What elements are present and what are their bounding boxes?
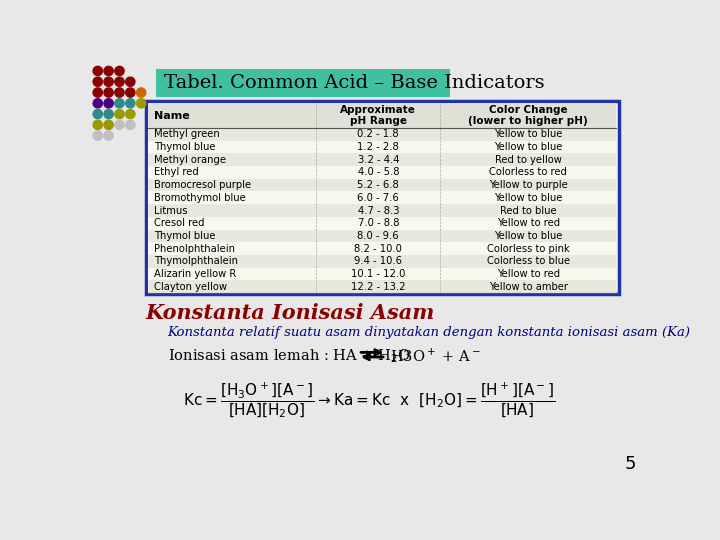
Text: Cresol red: Cresol red bbox=[154, 218, 204, 228]
FancyBboxPatch shape bbox=[148, 255, 616, 268]
Text: Yellow to blue: Yellow to blue bbox=[494, 231, 562, 241]
Text: Litmus: Litmus bbox=[154, 206, 188, 215]
Text: Konstanta Ionisasi Asam: Konstanta Ionisasi Asam bbox=[145, 303, 435, 323]
Circle shape bbox=[104, 88, 113, 97]
Text: 8.0 - 9.6: 8.0 - 9.6 bbox=[358, 231, 399, 241]
Text: Red to yellow: Red to yellow bbox=[495, 154, 562, 165]
Text: 1.2 - 2.8: 1.2 - 2.8 bbox=[357, 142, 399, 152]
FancyBboxPatch shape bbox=[148, 230, 616, 242]
FancyBboxPatch shape bbox=[148, 128, 616, 140]
Circle shape bbox=[104, 99, 113, 108]
Text: Bromothymol blue: Bromothymol blue bbox=[154, 193, 246, 203]
Circle shape bbox=[93, 110, 102, 119]
Text: 6.0 - 7.6: 6.0 - 7.6 bbox=[357, 193, 399, 203]
FancyBboxPatch shape bbox=[145, 101, 618, 294]
Text: Colorless to red: Colorless to red bbox=[490, 167, 567, 178]
Text: Konstanta relatif suatu asam dinyatakan dengan konstanta ionisasi asam (Ka): Konstanta relatif suatu asam dinyatakan … bbox=[168, 326, 690, 339]
Circle shape bbox=[114, 77, 124, 86]
Text: Clayton yellow: Clayton yellow bbox=[154, 282, 228, 292]
Circle shape bbox=[114, 120, 124, 130]
Circle shape bbox=[104, 120, 113, 130]
FancyBboxPatch shape bbox=[156, 70, 451, 97]
Text: Ionisasi asam lemah : HA + H$_2$O: Ionisasi asam lemah : HA + H$_2$O bbox=[168, 348, 410, 366]
Text: Methyl orange: Methyl orange bbox=[154, 154, 226, 165]
Text: Methyl green: Methyl green bbox=[154, 129, 220, 139]
Text: 4.0 - 5.8: 4.0 - 5.8 bbox=[358, 167, 399, 178]
Text: 9.4 - 10.6: 9.4 - 10.6 bbox=[354, 256, 402, 266]
Circle shape bbox=[93, 131, 102, 140]
FancyBboxPatch shape bbox=[148, 192, 616, 204]
Text: Yellow to blue: Yellow to blue bbox=[494, 129, 562, 139]
Text: Phenolphthalein: Phenolphthalein bbox=[154, 244, 235, 254]
FancyBboxPatch shape bbox=[148, 103, 616, 292]
Circle shape bbox=[93, 77, 102, 86]
Circle shape bbox=[137, 99, 145, 108]
Text: Colorless to pink: Colorless to pink bbox=[487, 244, 570, 254]
FancyBboxPatch shape bbox=[148, 268, 616, 280]
Circle shape bbox=[93, 66, 102, 76]
Text: Color Change
(lower to higher pH): Color Change (lower to higher pH) bbox=[469, 105, 588, 126]
Circle shape bbox=[126, 110, 135, 119]
Text: 4.7 - 8.3: 4.7 - 8.3 bbox=[358, 206, 399, 215]
Circle shape bbox=[114, 99, 124, 108]
Circle shape bbox=[93, 120, 102, 130]
Text: H3O$^+$ + A$^-$: H3O$^+$ + A$^-$ bbox=[390, 348, 481, 365]
Circle shape bbox=[137, 88, 145, 97]
FancyBboxPatch shape bbox=[148, 140, 616, 153]
Text: Tabel. Common Acid – Base Indicators: Tabel. Common Acid – Base Indicators bbox=[163, 75, 544, 92]
Circle shape bbox=[126, 99, 135, 108]
FancyBboxPatch shape bbox=[148, 103, 616, 128]
FancyBboxPatch shape bbox=[148, 166, 616, 179]
Text: Thymol blue: Thymol blue bbox=[154, 231, 216, 241]
Circle shape bbox=[93, 88, 102, 97]
Text: 5.2 - 6.8: 5.2 - 6.8 bbox=[357, 180, 399, 190]
Circle shape bbox=[114, 88, 124, 97]
Circle shape bbox=[114, 110, 124, 119]
Circle shape bbox=[126, 88, 135, 97]
Text: Yellow to amber: Yellow to amber bbox=[489, 282, 568, 292]
Circle shape bbox=[114, 66, 124, 76]
Text: 8.2 - 10.0: 8.2 - 10.0 bbox=[354, 244, 402, 254]
Text: 3.2 - 4.4: 3.2 - 4.4 bbox=[358, 154, 399, 165]
Text: 5: 5 bbox=[625, 455, 636, 473]
Text: 10.1 - 12.0: 10.1 - 12.0 bbox=[351, 269, 405, 279]
Text: Name: Name bbox=[154, 111, 190, 120]
Text: Yellow to red: Yellow to red bbox=[497, 218, 560, 228]
FancyBboxPatch shape bbox=[148, 280, 616, 293]
Text: Colorless to blue: Colorless to blue bbox=[487, 256, 570, 266]
Text: Red to blue: Red to blue bbox=[500, 206, 557, 215]
FancyBboxPatch shape bbox=[148, 242, 616, 255]
Text: Thymolphthalein: Thymolphthalein bbox=[154, 256, 238, 266]
Text: Yellow to red: Yellow to red bbox=[497, 269, 560, 279]
Text: 7.0 - 8.8: 7.0 - 8.8 bbox=[358, 218, 399, 228]
Text: Bromocresol purple: Bromocresol purple bbox=[154, 180, 251, 190]
Circle shape bbox=[104, 110, 113, 119]
Circle shape bbox=[104, 131, 113, 140]
Circle shape bbox=[104, 66, 113, 76]
Text: Approximate
pH Range: Approximate pH Range bbox=[341, 105, 416, 126]
Circle shape bbox=[104, 77, 113, 86]
Text: 12.2 - 13.2: 12.2 - 13.2 bbox=[351, 282, 405, 292]
FancyBboxPatch shape bbox=[148, 153, 616, 166]
Text: 0.2 - 1.8: 0.2 - 1.8 bbox=[358, 129, 399, 139]
Text: $\mathregular{Kc = \dfrac{[H_3O^+][A^-]}{[HA][H_2O]}}$$\mathregular{\rightarrow : $\mathregular{Kc = \dfrac{[H_3O^+][A^-]}… bbox=[183, 380, 555, 420]
Text: Yellow to purple: Yellow to purple bbox=[489, 180, 567, 190]
Text: Ethyl red: Ethyl red bbox=[154, 167, 199, 178]
FancyBboxPatch shape bbox=[148, 217, 616, 230]
Circle shape bbox=[126, 120, 135, 130]
FancyBboxPatch shape bbox=[148, 204, 616, 217]
Circle shape bbox=[93, 99, 102, 108]
Text: Yellow to blue: Yellow to blue bbox=[494, 142, 562, 152]
Circle shape bbox=[126, 77, 135, 86]
Text: Alizarin yellow R: Alizarin yellow R bbox=[154, 269, 237, 279]
Text: Thymol blue: Thymol blue bbox=[154, 142, 216, 152]
FancyBboxPatch shape bbox=[148, 179, 616, 192]
Text: Yellow to blue: Yellow to blue bbox=[494, 193, 562, 203]
